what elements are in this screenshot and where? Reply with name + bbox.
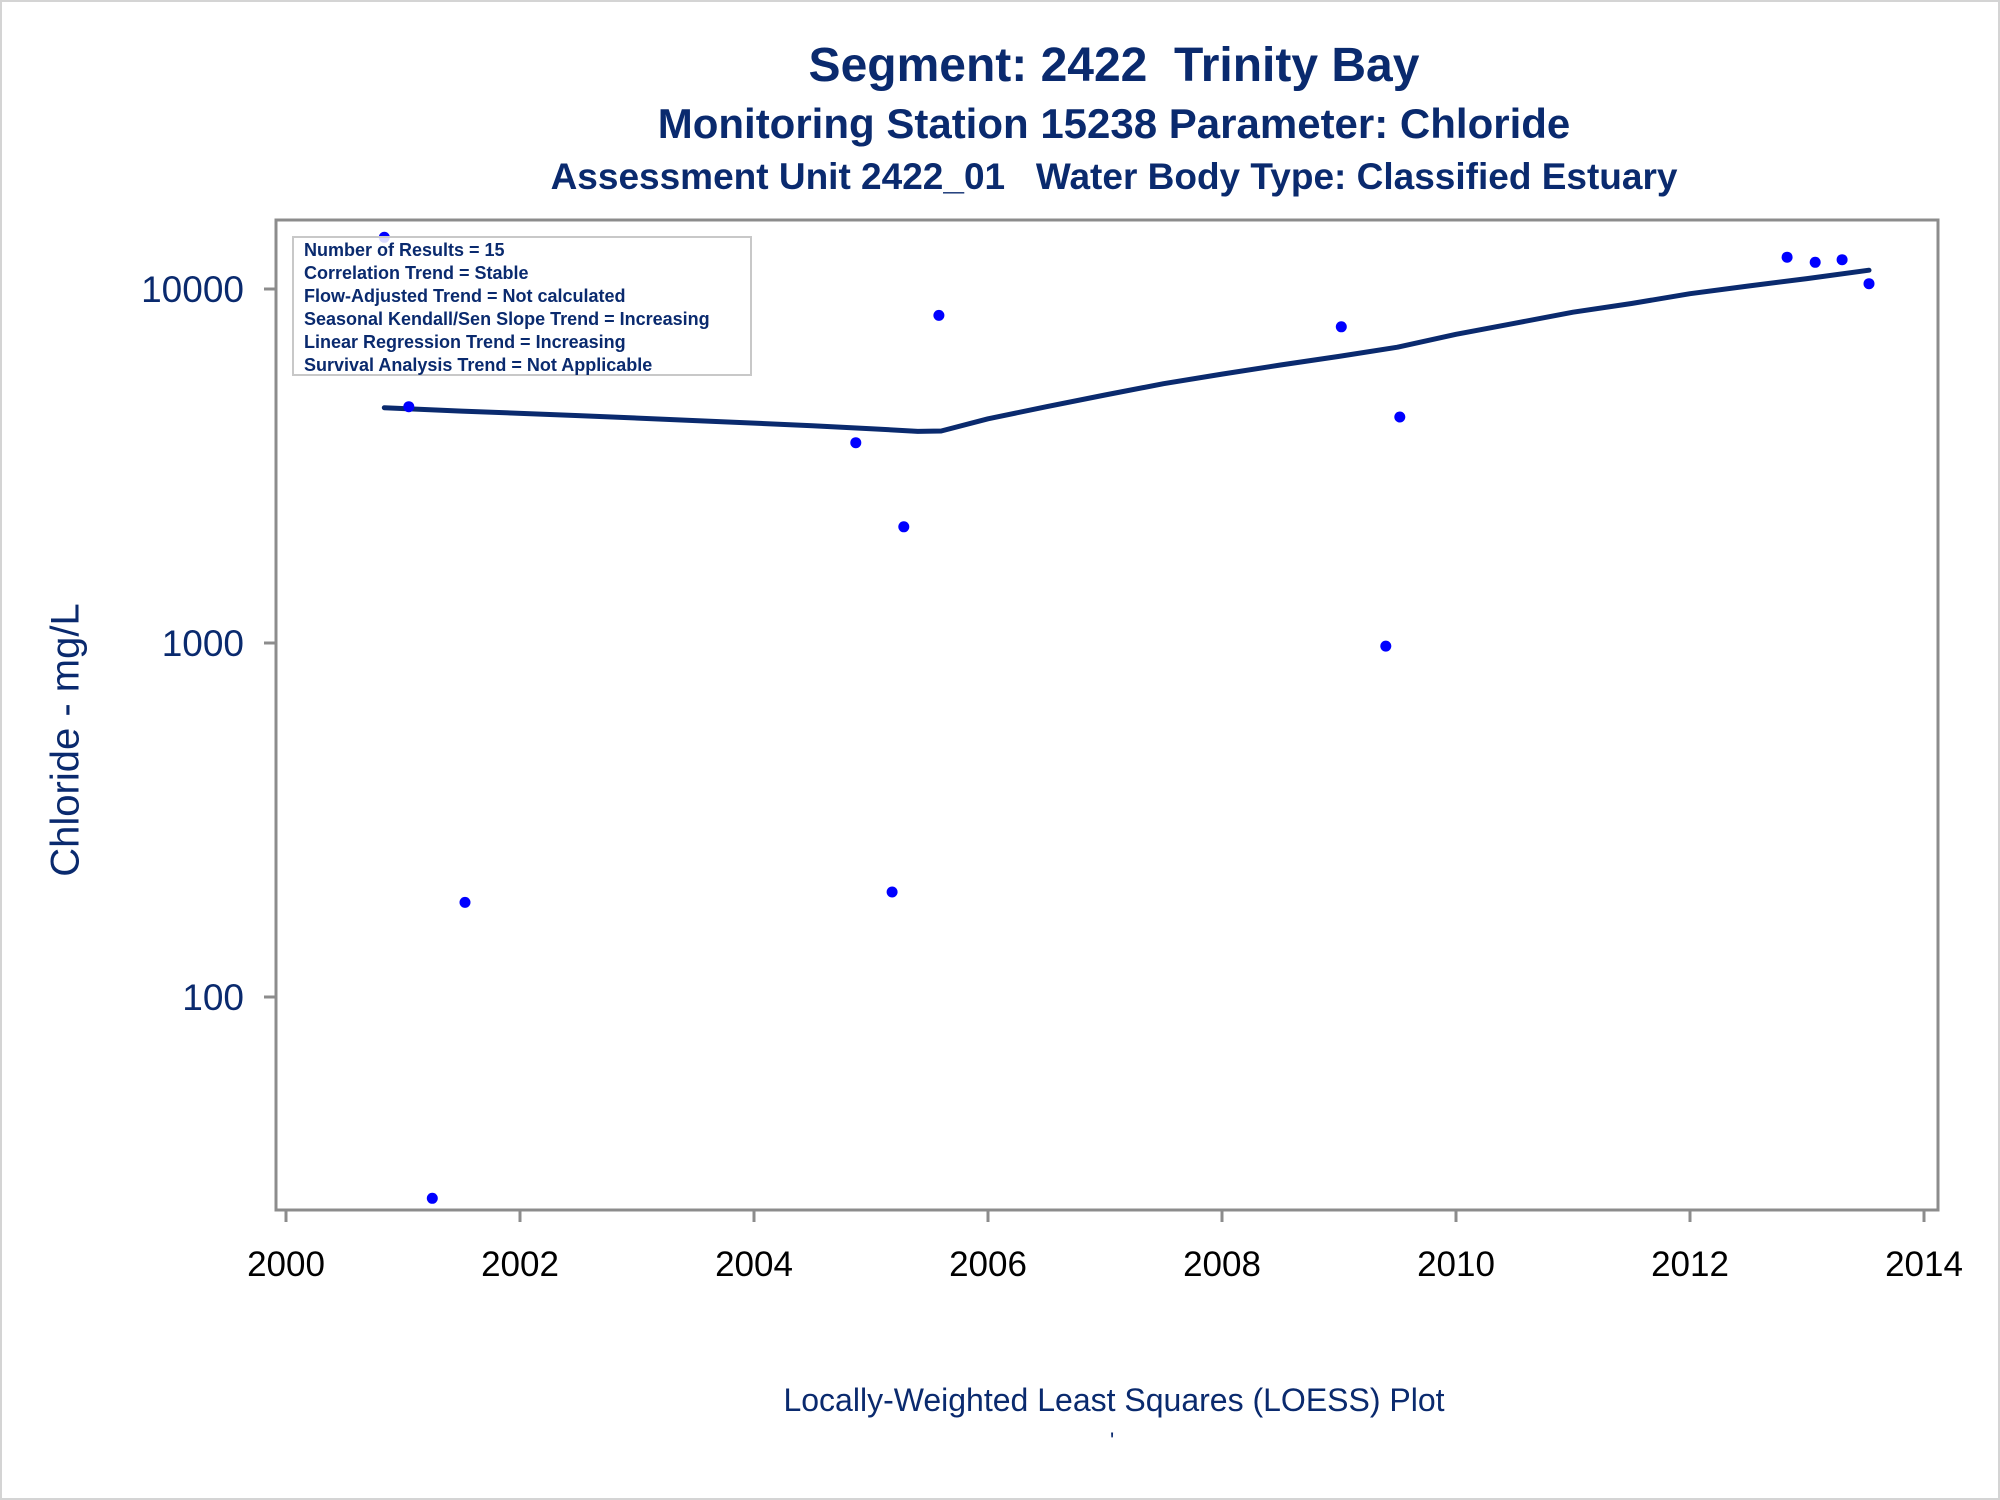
x-tick-label: 2008 [1183,1245,1261,1284]
x-tick-label: 2002 [481,1245,559,1284]
stats-number-of-results: Number of Results = 15 [304,240,505,260]
x-tick-label: 2004 [715,1245,793,1284]
y-tick-label: 10000 [141,269,244,310]
data-point [1836,254,1848,266]
data-point [1863,278,1875,290]
chart-subtitle: Monitoring Station 15238 Parameter: Chlo… [657,100,1571,147]
stats-seasonal-kendall-trend: Seasonal Kendall/Sen Slope Trend = Incre… [304,309,710,329]
data-point [1781,251,1793,263]
x-tick-label: 2012 [1651,1245,1729,1284]
data-point [898,521,910,533]
stats-correlation-trend: Correlation Trend = Stable [304,263,529,283]
data-point [426,1192,438,1204]
data-point [1809,256,1821,268]
footnote-mark: ' [1110,1428,1115,1453]
footnote: Locally-Weighted Least Squares (LOESS) P… [783,1382,1445,1418]
chart-subtitle-2: Assessment Unit 2422_01 Water Body Type:… [550,156,1678,197]
scatter-series [378,231,1875,1204]
stats-flow-adjusted-trend: Flow-Adjusted Trend = Not calculated [304,286,626,306]
x-axis: 2000 2002 2004 2006 2008 2010 2012 2014 [247,1210,1963,1284]
loess-series [381,267,1872,434]
x-tick-label: 2000 [247,1245,325,1284]
stats-box: Number of Results = 15 Correlation Trend… [292,236,752,376]
y-axis: 100 1000 10000 [141,269,276,1018]
chart-title: Segment: 2422 Trinity Bay [808,39,1420,92]
data-point [403,401,415,413]
data-point [459,896,471,908]
data-point [1335,321,1347,333]
data-point [850,437,862,449]
data-point [1380,640,1392,652]
data-point [933,309,945,321]
stats-linear-regression-trend: Linear Regression Trend = Increasing [304,332,626,352]
x-tick-label: 2006 [949,1245,1027,1284]
x-tick-label: 2014 [1885,1245,1963,1284]
x-tick-label: 2010 [1417,1245,1495,1284]
plot-area [274,218,1940,1212]
y-axis-label: Chloride - mg/L [43,603,88,877]
y-tick-label: 100 [182,977,244,1018]
loess-line [381,267,1872,434]
data-point [1394,411,1406,423]
y-tick-label: 1000 [162,623,244,664]
stats-survival-analysis-trend: Survival Analysis Trend = Not Applicable [304,355,653,375]
data-point [886,886,898,898]
